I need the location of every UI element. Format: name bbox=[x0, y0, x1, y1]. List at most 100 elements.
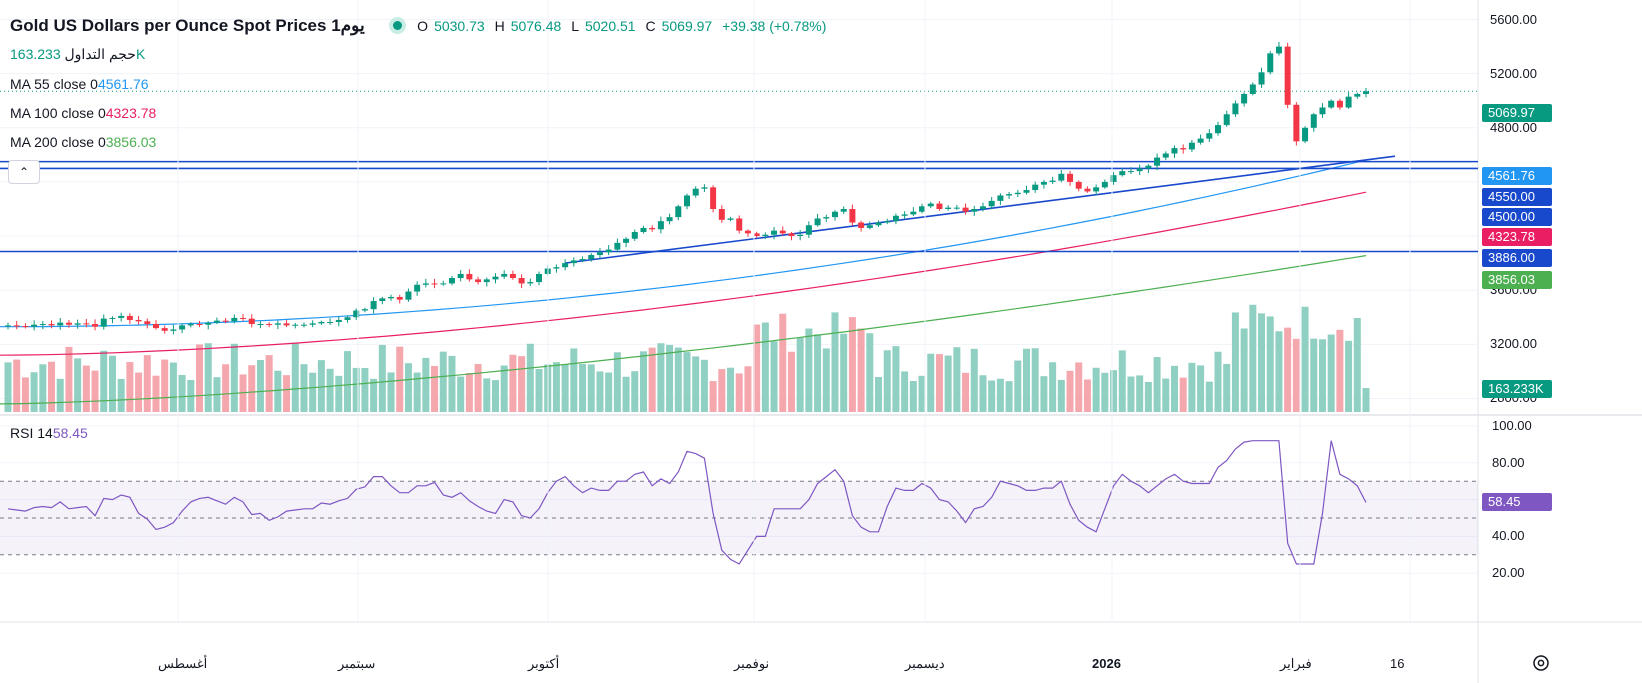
ma100-label: MA 100 close 0 bbox=[10, 105, 106, 121]
volume-bar bbox=[491, 380, 499, 412]
volume-bar bbox=[901, 371, 909, 412]
candle bbox=[631, 232, 638, 239]
volume-bar bbox=[309, 372, 317, 412]
volume-bar bbox=[30, 372, 38, 412]
candle bbox=[475, 279, 482, 283]
candle bbox=[1232, 103, 1239, 115]
volume-legend[interactable]: حجم التداول 163.233K bbox=[10, 46, 145, 63]
candle bbox=[1336, 100, 1343, 108]
volume-bar bbox=[326, 368, 334, 412]
ma200-legend[interactable]: MA 200 close 03856.03 bbox=[10, 134, 156, 150]
volume-bar bbox=[657, 343, 665, 412]
volume-bar bbox=[1005, 381, 1013, 412]
candle bbox=[1032, 184, 1039, 191]
volume-bar bbox=[996, 378, 1004, 412]
volume-bar bbox=[230, 343, 238, 412]
volume-bar bbox=[500, 365, 508, 412]
rsi-axis-tick: 40.00 bbox=[1492, 528, 1525, 544]
volume-bar bbox=[892, 346, 900, 412]
candle bbox=[527, 282, 534, 284]
candle bbox=[100, 318, 107, 327]
volume-bar bbox=[283, 375, 291, 412]
candle bbox=[788, 233, 795, 237]
volume-bar bbox=[91, 370, 99, 412]
ma55-label: MA 55 close 0 bbox=[10, 76, 98, 92]
candle bbox=[1258, 72, 1265, 85]
volume-bar bbox=[857, 328, 865, 412]
candle bbox=[370, 301, 377, 310]
candle bbox=[361, 309, 368, 311]
chart-settings-button[interactable] bbox=[1530, 652, 1552, 674]
volume-bar bbox=[457, 376, 465, 412]
volume-bar bbox=[526, 343, 534, 412]
candle bbox=[1119, 171, 1126, 176]
market-status-icon bbox=[393, 21, 403, 30]
volume-bar bbox=[1362, 388, 1370, 412]
volume-bar bbox=[21, 377, 29, 412]
candle bbox=[126, 315, 133, 320]
volume-bar bbox=[674, 347, 682, 412]
volume-bar bbox=[1075, 362, 1083, 412]
candle bbox=[205, 322, 212, 325]
candle bbox=[57, 322, 64, 326]
candle bbox=[1310, 114, 1317, 128]
volume-bar bbox=[883, 350, 891, 412]
candle bbox=[814, 218, 821, 226]
candle bbox=[579, 259, 586, 261]
volume-bar bbox=[753, 324, 761, 412]
candle bbox=[666, 217, 673, 222]
candle bbox=[240, 317, 247, 319]
ma200-value: 3856.03 bbox=[105, 134, 157, 150]
candle bbox=[1084, 188, 1091, 192]
volume-bar bbox=[256, 359, 264, 412]
volume-bar bbox=[126, 362, 134, 412]
candle bbox=[213, 320, 220, 323]
volume-bar bbox=[727, 367, 735, 412]
candle bbox=[736, 218, 743, 231]
time-axis-label: نوفمبر bbox=[734, 656, 770, 671]
volume-bar bbox=[317, 360, 325, 412]
volume-bar bbox=[1292, 338, 1300, 412]
volume-bar bbox=[805, 328, 813, 412]
volume-bar bbox=[1153, 357, 1161, 412]
volume-bar bbox=[1266, 316, 1274, 412]
volume-bar bbox=[909, 381, 917, 412]
volume-bar bbox=[935, 354, 943, 412]
volume-bar bbox=[274, 370, 282, 412]
candle bbox=[344, 317, 351, 320]
candle bbox=[501, 273, 508, 277]
volume-bar bbox=[422, 357, 430, 412]
ohlc-values: O 5030.73 H 5076.48 L 5020.51 C 5069.97 +39.… bbox=[417, 18, 832, 34]
candle bbox=[884, 221, 891, 223]
candle bbox=[457, 273, 464, 279]
close-label: C bbox=[645, 18, 656, 34]
candle bbox=[1197, 138, 1204, 143]
ma55-legend[interactable]: MA 55 close 04561.76 bbox=[10, 76, 149, 92]
volume-bar bbox=[4, 362, 12, 412]
volume-bar bbox=[1205, 381, 1213, 412]
volume-bar bbox=[1231, 312, 1239, 412]
collapse-legend-button[interactable]: ⌃ bbox=[8, 160, 40, 184]
volume-bar bbox=[796, 337, 804, 412]
time-axis-label: 2026 bbox=[1092, 656, 1121, 671]
volume-bar bbox=[196, 344, 204, 412]
volume-bar bbox=[448, 355, 456, 412]
candle bbox=[327, 322, 334, 324]
ma100-legend[interactable]: MA 100 close 04323.78 bbox=[10, 105, 156, 121]
volume-bar bbox=[962, 372, 970, 412]
ma100-value: 4323.78 bbox=[105, 105, 157, 121]
rsi-legend[interactable]: RSI 1458.45 bbox=[10, 425, 88, 441]
ma55-value: 4561.76 bbox=[97, 76, 149, 92]
candle bbox=[1275, 46, 1282, 54]
candle bbox=[118, 315, 125, 318]
time-axis-label: فبراير bbox=[1280, 656, 1312, 671]
candle bbox=[1180, 148, 1187, 150]
volume-bar bbox=[692, 356, 700, 412]
candle bbox=[1267, 53, 1274, 73]
volume-bar bbox=[152, 375, 160, 412]
candle bbox=[22, 326, 29, 328]
volume-bar bbox=[631, 371, 639, 412]
candle bbox=[509, 273, 516, 279]
price-axis-badge: 3886.00 bbox=[1482, 249, 1552, 267]
